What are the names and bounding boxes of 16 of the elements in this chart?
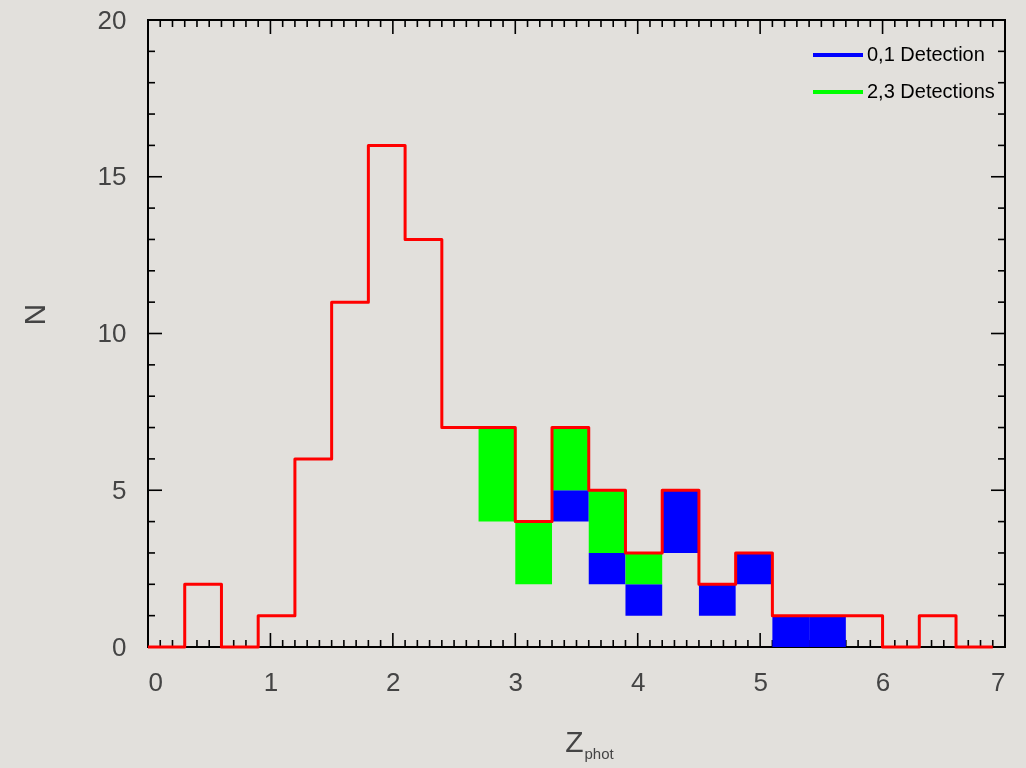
- y-tick-label: 5: [112, 474, 127, 505]
- y-tick-label: 0: [112, 631, 127, 662]
- y-tick-label: 15: [97, 161, 127, 192]
- y-tick-label: 20: [97, 4, 127, 35]
- x-tick-label: 1: [263, 666, 279, 697]
- x-tick-label: 2: [386, 666, 401, 697]
- x-tick-label: 4: [630, 666, 646, 697]
- x-tick-label: 6: [875, 666, 891, 697]
- y-axis-title: N: [18, 303, 51, 326]
- x-tick-label: 5: [753, 666, 768, 697]
- legend-label: 0,1 Detection: [867, 43, 985, 65]
- x-tick-label: 3: [508, 666, 524, 697]
- x-tick-label: 7: [991, 666, 1006, 697]
- x-tick-label: 0: [148, 666, 163, 697]
- y-tick-label: 10: [97, 318, 127, 348]
- legend-label: 2,3 Detections: [867, 80, 995, 102]
